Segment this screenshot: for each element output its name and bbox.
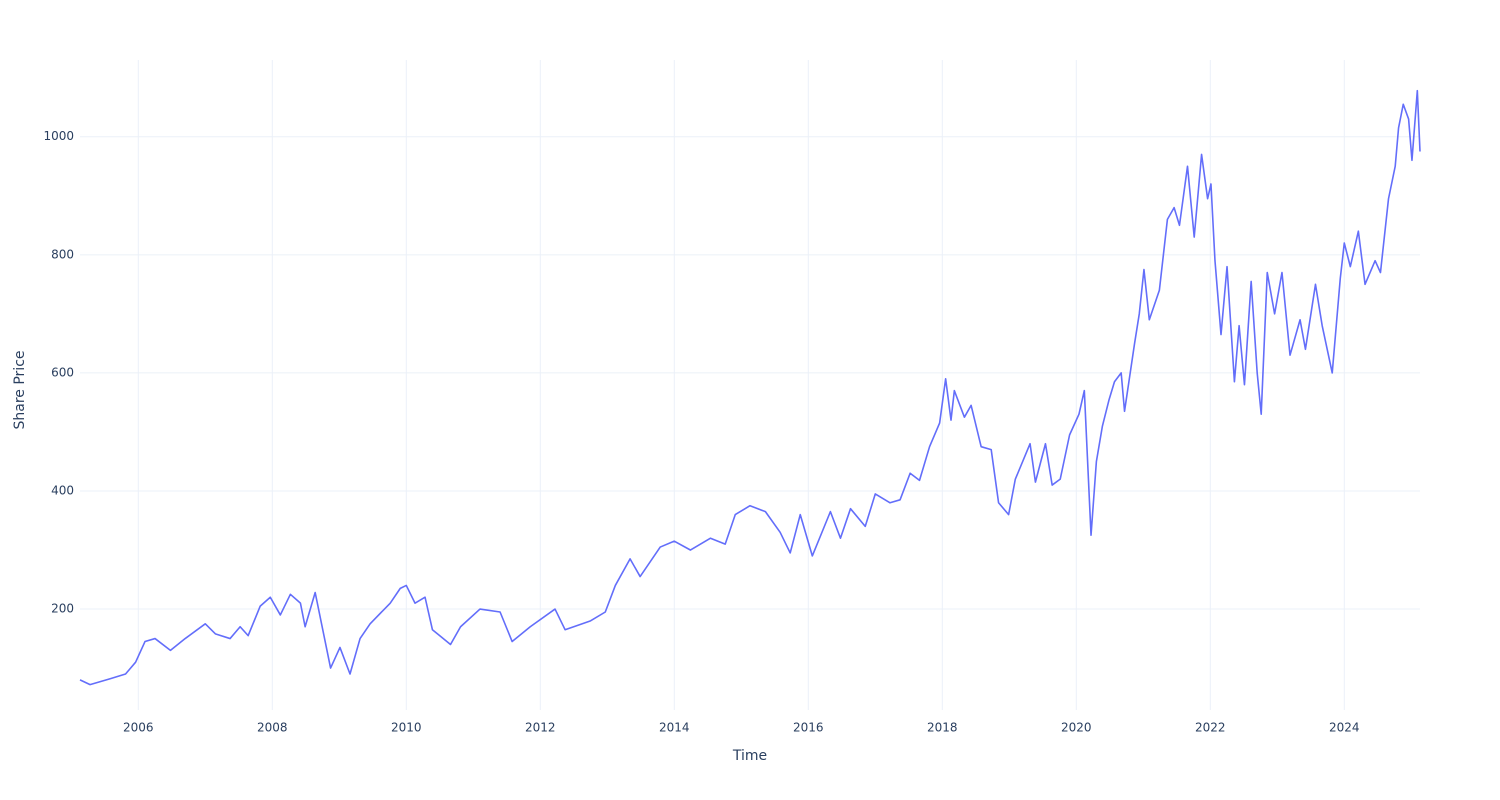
x-tick-label: 2016	[793, 721, 824, 735]
x-axis-title: Time	[732, 748, 767, 764]
y-axis-title: Share Price	[12, 350, 28, 429]
y-tick-label: 200	[51, 602, 74, 616]
x-tick-label: 2012	[525, 721, 556, 735]
x-tick-label: 2020	[1061, 721, 1092, 735]
x-tick-label: 2024	[1329, 721, 1360, 735]
x-tick-label: 2008	[257, 721, 288, 735]
y-tick-label: 400	[51, 483, 74, 497]
y-tick-label: 600	[51, 365, 74, 379]
x-tick-label: 2010	[391, 721, 422, 735]
x-tick-label: 2014	[659, 721, 690, 735]
x-tick-label: 2022	[1195, 721, 1226, 735]
x-tick-label: 2006	[123, 721, 154, 735]
y-tick-label: 1000	[43, 129, 74, 143]
x-tick-label: 2018	[927, 721, 958, 735]
line	[79, 89, 1421, 686]
y-tick-label: 800	[51, 247, 74, 261]
